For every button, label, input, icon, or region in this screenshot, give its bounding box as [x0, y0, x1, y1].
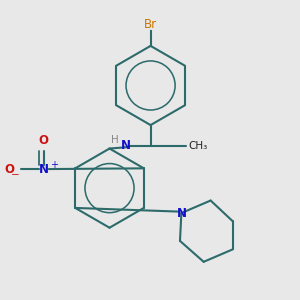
Text: +: + — [50, 160, 58, 170]
Text: O: O — [4, 163, 14, 176]
Text: Br: Br — [144, 18, 157, 31]
Text: CH₃: CH₃ — [188, 141, 207, 151]
Text: O: O — [38, 134, 49, 147]
Text: N: N — [176, 207, 186, 220]
Text: N: N — [121, 139, 131, 152]
Text: N: N — [38, 163, 49, 176]
Text: −: − — [11, 170, 19, 180]
Text: H: H — [111, 135, 119, 145]
